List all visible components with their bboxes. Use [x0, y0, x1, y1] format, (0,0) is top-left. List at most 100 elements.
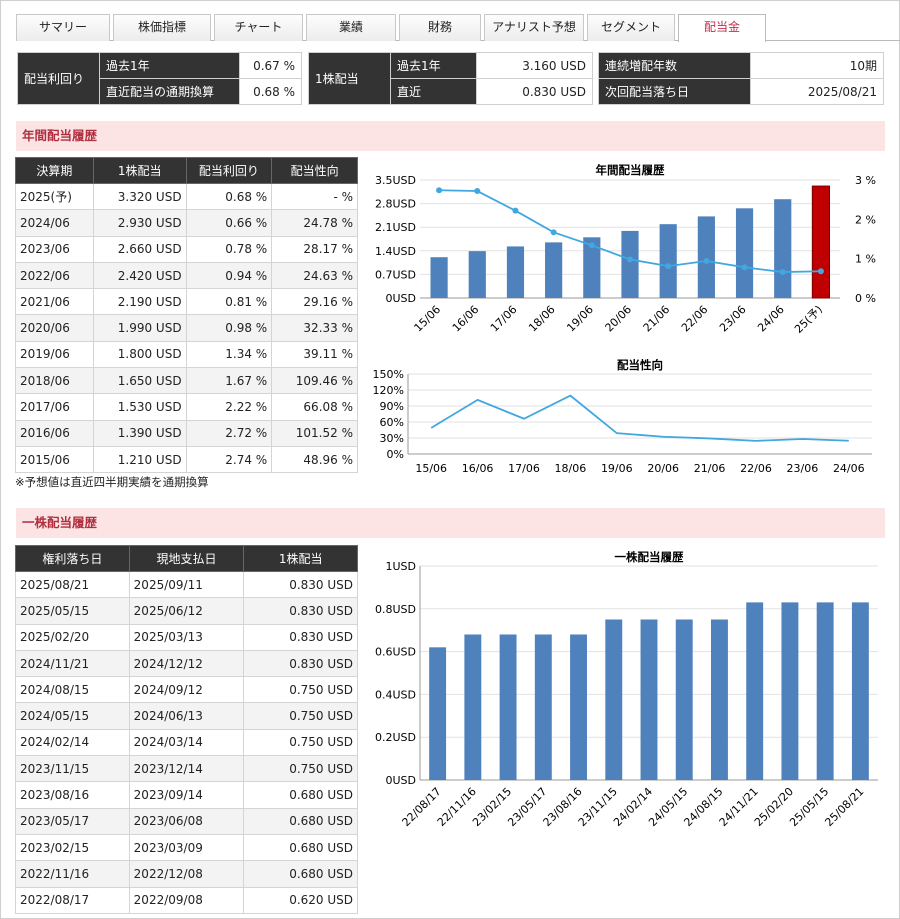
bar	[746, 602, 764, 780]
table-cell: 2.930 USD	[92, 209, 187, 237]
dps-latest-label: 直近	[390, 78, 477, 105]
tab-dividend[interactable]: 配当金	[678, 14, 766, 42]
y-tick-label: 0.8USD	[375, 603, 416, 616]
x-tick-label: 21/06	[641, 303, 673, 335]
dps-title: 1株配当	[308, 52, 391, 105]
x-tick-label: 18/06	[555, 462, 587, 475]
bar	[735, 208, 754, 298]
table-cell: 2023/12/14	[128, 755, 245, 783]
x-tick-label: 15/06	[412, 303, 444, 335]
tab-finance[interactable]: 財務	[399, 14, 481, 41]
table-cell: 1.990 USD	[92, 314, 187, 342]
table-row: 2023/06 2.660 USD 0.78 % 28.17 %	[15, 235, 358, 263]
table-cell: 1.800 USD	[92, 340, 187, 369]
table-cell: 1.390 USD	[92, 419, 187, 447]
table-cell: 2023/02/15	[15, 833, 130, 862]
table-row: 2025/05/15 2025/06/12 0.830 USD	[15, 597, 358, 625]
table-cell: 0.81 %	[185, 288, 273, 316]
table-cell: 1.530 USD	[92, 393, 187, 421]
payout-line	[430, 394, 849, 442]
y-tick-label: 2.8USD	[375, 198, 416, 211]
yield-title: 配当利回り	[17, 52, 100, 105]
table-cell: 2023/06	[15, 235, 94, 263]
table-cell: 0.750 USD	[243, 702, 358, 730]
table-cell: 2024/09/12	[128, 676, 245, 704]
y-tick-label: 60%	[380, 416, 404, 429]
bar	[640, 619, 658, 780]
bar	[570, 634, 587, 780]
tab-stock-indicators[interactable]: 株価指標	[113, 14, 211, 41]
bar	[499, 634, 517, 780]
table-cell: 0.680 USD	[243, 833, 358, 862]
x-tick-label: 24/06	[833, 462, 865, 475]
table-cell: 2017/06	[15, 393, 94, 421]
x-tick-label: 23/06	[717, 303, 749, 335]
y-tick-label: 90%	[380, 400, 404, 413]
table-cell: 2016/06	[15, 419, 94, 447]
y-tick-label: 0.2USD	[375, 731, 416, 744]
tab-analyst-forecast[interactable]: アナリスト予想	[484, 14, 584, 41]
table-cell: 2.660 USD	[92, 235, 187, 263]
next-ex-date-label: 次回配当落ち日	[598, 78, 751, 105]
table-row: 2024/06 2.930 USD 0.66 % 24.78 %	[15, 209, 358, 237]
tab-results[interactable]: 業績	[306, 14, 396, 41]
table-row: 2020/06 1.990 USD 0.98 % 32.33 %	[15, 314, 358, 342]
yield-point	[550, 229, 557, 236]
y-tick-label: 0.6USD	[375, 646, 416, 659]
table-cell: 0.94 %	[185, 261, 273, 290]
table-cell: 2025/09/11	[128, 570, 245, 599]
chart-title: 一株配当履歴	[615, 550, 684, 564]
table-cell: 0.68 %	[185, 182, 273, 211]
payout-ratio-chart: 配当性向 0% 30% 60% 90% 120% 150% 15/06 16/06 17/06 18…	[373, 358, 872, 475]
tab-summary[interactable]: サマリー	[16, 14, 110, 41]
table-row: 2023/02/15 2023/03/09 0.680 USD	[15, 833, 358, 862]
x-tick-label: 18/06	[526, 303, 558, 335]
x-tick-label: 17/06	[488, 303, 520, 335]
tab-segment[interactable]: セグメント	[587, 14, 675, 41]
table-row: 2022/08/17 2022/09/08 0.620 USD	[15, 886, 358, 914]
col-fiscal-period: 決算期	[15, 157, 94, 184]
bar	[851, 602, 869, 780]
per-share-dividend-section-header: 一株配当履歴	[16, 508, 885, 538]
table-cell: 0.66 %	[185, 209, 273, 237]
y-tick-label: 3.5USD	[375, 174, 416, 187]
bar	[429, 647, 447, 780]
bar	[545, 242, 563, 298]
table-cell: 1.650 USD	[92, 367, 187, 395]
table-cell: 2.74 %	[185, 445, 273, 474]
table-cell: 3.320 USD	[92, 182, 187, 211]
table-row: 2024/11/21 2024/12/12 0.830 USD	[15, 649, 358, 678]
table-cell: 2023/03/09	[128, 833, 245, 862]
table-cell: 2023/09/14	[128, 781, 245, 809]
table-cell: 2024/02/14	[15, 728, 130, 757]
table-row: 2024/05/15 2024/06/13 0.750 USD	[15, 702, 358, 730]
x-tick-label: 19/06	[564, 303, 596, 335]
table-cell: 2.22 %	[185, 393, 273, 421]
y2-tick-label: 0 %	[855, 292, 876, 305]
table-cell: 0.78 %	[185, 235, 273, 263]
table-cell: 2021/06	[15, 288, 94, 316]
yield-point	[474, 188, 481, 195]
x-tick-label: 22/06	[740, 462, 772, 475]
dividend-streak-summary: 連続増配年数 10期 次回配当落ち日 2025/08/21	[598, 52, 884, 105]
y-tick-label: 1USD	[385, 560, 416, 573]
col-payout-ratio: 配当性向	[271, 157, 358, 184]
table-cell: 2025/08/21	[15, 570, 130, 599]
table-cell: 1.210 USD	[92, 445, 187, 474]
table-cell: 2025/03/13	[128, 623, 245, 651]
table-cell: 0.680 USD	[243, 781, 358, 809]
table-cell: 2019/06	[15, 340, 94, 369]
table-cell: 2023/06/08	[128, 807, 245, 835]
consecutive-increase-value: 10期	[750, 52, 884, 79]
table-cell: 0.680 USD	[243, 807, 358, 835]
yield-point	[665, 263, 672, 270]
bar	[468, 251, 486, 298]
table-row: 2023/05/17 2023/06/08 0.680 USD	[15, 807, 358, 835]
tab-chart[interactable]: チャート	[214, 14, 303, 41]
y-tick-label: 1.4USD	[375, 245, 416, 258]
table-cell: 2.190 USD	[92, 288, 187, 316]
table-cell: 2.420 USD	[92, 261, 187, 290]
x-tick-label: 21/06	[694, 462, 726, 475]
yield-annualized-value: 0.68 %	[239, 78, 302, 105]
table-row: 2016/06 1.390 USD 2.72 % 101.52 %	[15, 419, 358, 447]
